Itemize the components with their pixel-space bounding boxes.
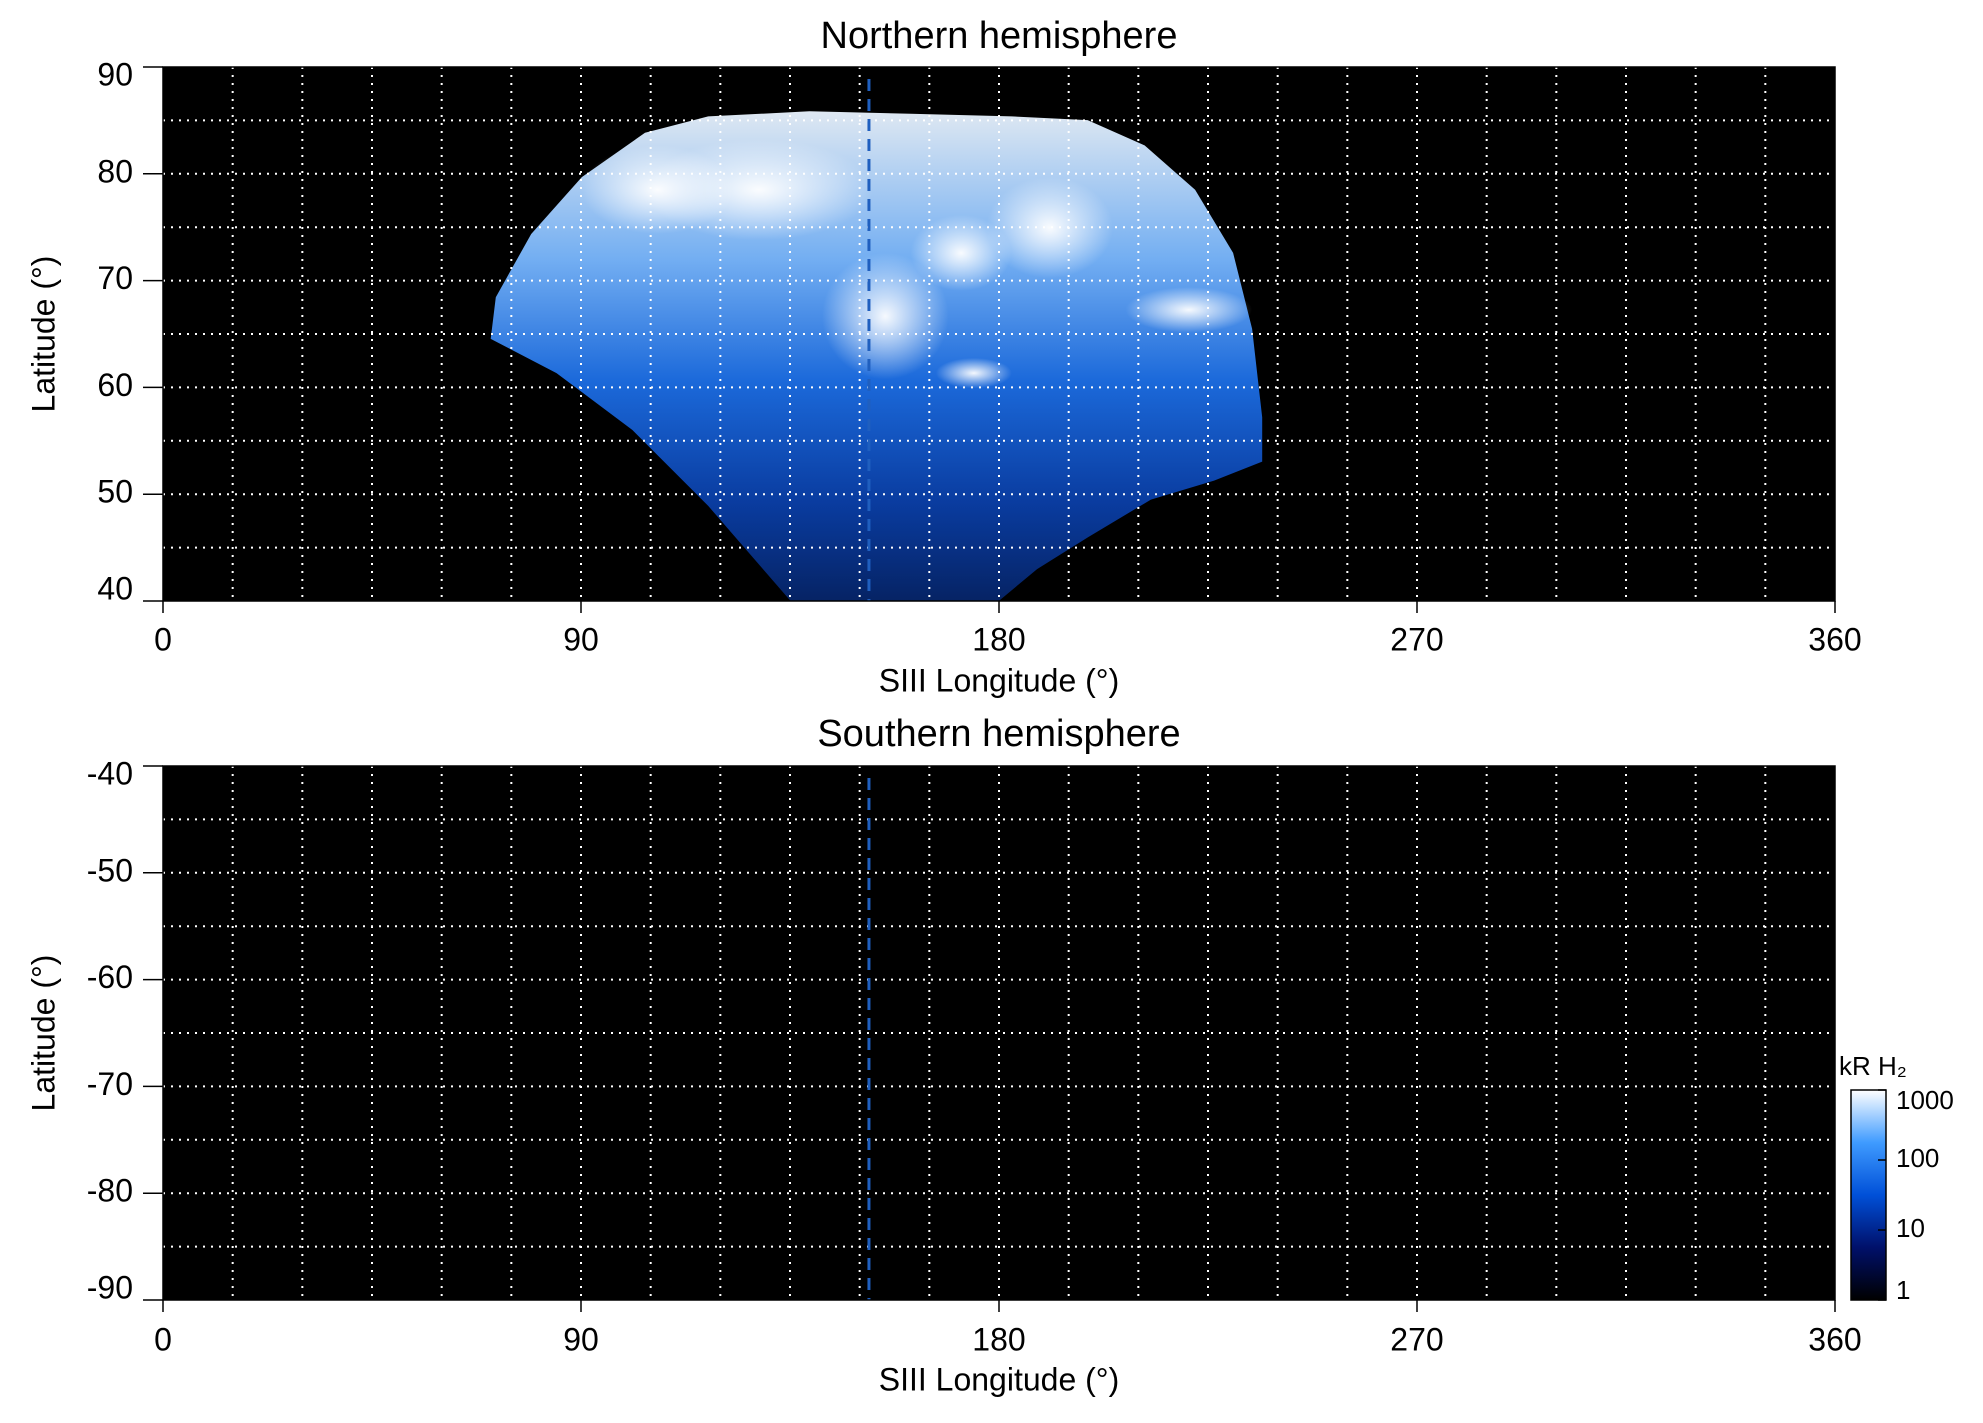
- aurora-highlight: [1125, 287, 1253, 333]
- y-tick-label: -90: [87, 1269, 133, 1305]
- aurora-highlight: [581, 145, 734, 234]
- y-tick-label: -80: [87, 1173, 133, 1209]
- y-tick-label: 90: [97, 56, 133, 92]
- x-axis-label: SIII Longitude (°): [879, 1361, 1119, 1397]
- y-axis-label: Latitude (°): [25, 955, 61, 1112]
- colorbar-tick-label: 10: [1896, 1213, 1925, 1243]
- x-tick-label: 270: [1390, 621, 1443, 657]
- colorbar-tick-label: 100: [1896, 1143, 1939, 1173]
- y-axis-label: Latitude (°): [25, 256, 61, 413]
- colorbar: [1850, 1089, 1887, 1301]
- chart-title: Southern hemisphere: [817, 713, 1180, 755]
- x-tick-label: 0: [154, 621, 172, 657]
- chart-title: Northern hemisphere: [821, 15, 1178, 57]
- x-tick-label: 0: [154, 1321, 172, 1357]
- x-tick-label: 360: [1808, 621, 1861, 657]
- x-tick-label: 360: [1808, 1321, 1861, 1357]
- aurora-highlight: [986, 177, 1113, 279]
- y-tick-label: 70: [97, 260, 133, 296]
- x-tick-label: 180: [972, 621, 1025, 657]
- y-tick-label: -50: [87, 852, 133, 888]
- x-tick-label: 180: [972, 1321, 1025, 1357]
- x-tick-label: 90: [563, 621, 599, 657]
- x-tick-label: 270: [1390, 1321, 1443, 1357]
- colorbar-tick-label: 1: [1896, 1275, 1910, 1305]
- y-tick-label: 50: [97, 474, 133, 510]
- y-tick-label: 40: [97, 570, 133, 606]
- y-tick-label: 80: [97, 153, 133, 189]
- aurora-highlight: [910, 214, 1012, 291]
- x-axis-label: SIII Longitude (°): [879, 662, 1119, 698]
- y-tick-label: -60: [87, 959, 133, 995]
- x-tick-label: 90: [563, 1321, 599, 1357]
- y-tick-label: -40: [87, 755, 133, 791]
- colorbar-label: kR H₂: [1839, 1051, 1907, 1081]
- aurora-highlight: [822, 252, 949, 380]
- colorbar-tick-label: 1000: [1896, 1085, 1954, 1115]
- aurora-highlight: [935, 357, 1012, 389]
- y-tick-label: 60: [97, 367, 133, 403]
- y-tick-label: -70: [87, 1066, 133, 1102]
